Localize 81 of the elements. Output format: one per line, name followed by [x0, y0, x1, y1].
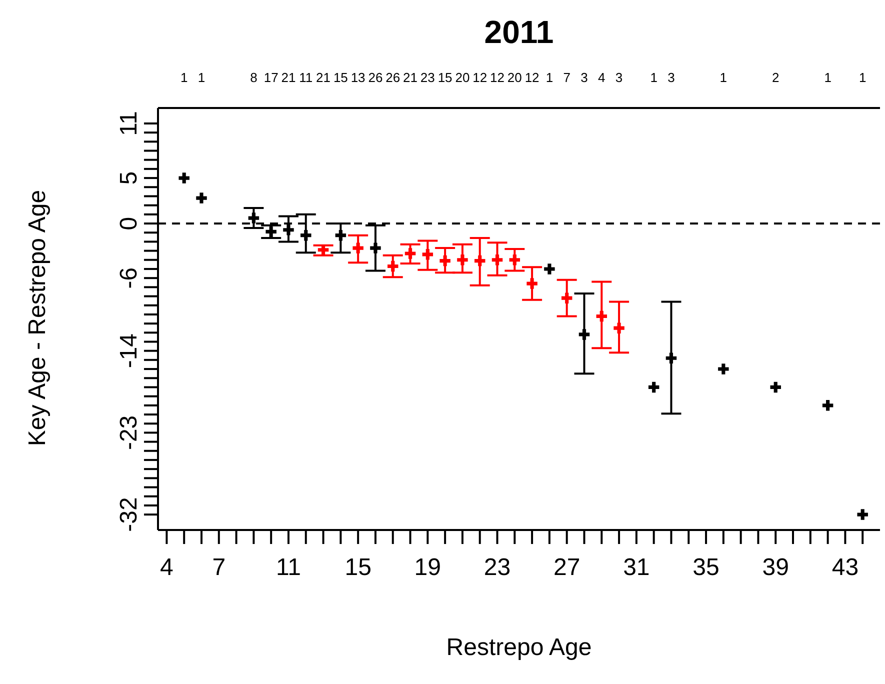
point — [509, 254, 520, 266]
y-axis-title: Key Age - Restrepo Age — [24, 188, 52, 448]
x-tick-label: 23 — [484, 554, 511, 582]
point — [422, 249, 434, 260]
point — [648, 382, 660, 393]
text: 8 — [250, 70, 258, 85]
text: 1 — [720, 70, 728, 85]
point — [388, 260, 398, 272]
text: 1 — [824, 70, 832, 85]
point — [614, 322, 624, 334]
text: 21 — [403, 70, 418, 85]
text: 7 — [563, 70, 570, 85]
x-axis-title: Restrepo Age — [445, 634, 593, 662]
point — [352, 242, 364, 254]
text: 20 — [507, 70, 522, 85]
y-tick-label: 0 — [115, 216, 142, 230]
point — [283, 224, 294, 236]
x-tick-label: 39 — [762, 554, 789, 582]
x-tick-label: 43 — [832, 554, 859, 582]
point — [857, 509, 868, 520]
text: 13 — [350, 70, 366, 85]
x-tick-label: 27 — [553, 554, 580, 582]
x-tick-label: 19 — [414, 554, 442, 582]
point — [544, 264, 555, 274]
point — [492, 254, 503, 266]
point — [770, 382, 781, 393]
text: 2 — [772, 70, 780, 85]
text: 11 — [299, 70, 313, 85]
text: 12 — [524, 70, 540, 85]
chart-title: 2011 — [483, 14, 555, 51]
text: 23 — [420, 70, 435, 85]
text: 3 — [615, 70, 623, 85]
y-tick-label: -23 — [115, 415, 142, 450]
point — [318, 244, 329, 256]
y-tick-label: 11 — [115, 111, 142, 136]
x-tick-label: 15 — [344, 554, 372, 582]
y-tick-label: -14 — [115, 333, 142, 368]
text: 1 — [180, 70, 188, 85]
point — [457, 254, 468, 266]
text: 15 — [333, 70, 348, 85]
text: 1 — [546, 70, 554, 85]
text: 3 — [580, 70, 588, 85]
y-tick-label: -6 — [115, 267, 142, 289]
text: 21 — [316, 70, 331, 85]
text: 17 — [264, 70, 278, 85]
text: 1 — [198, 70, 206, 85]
point — [578, 329, 590, 340]
x-tick-label: 7 — [212, 554, 226, 582]
y-tick-label: -32 — [115, 497, 142, 532]
point — [596, 310, 608, 322]
point — [822, 400, 834, 411]
text: 12 — [472, 70, 488, 85]
point — [300, 230, 312, 241]
point — [266, 226, 276, 238]
point — [196, 192, 207, 204]
text: 4 — [598, 70, 606, 85]
point — [666, 352, 677, 364]
text: 26 — [386, 70, 400, 85]
point — [178, 172, 190, 184]
x-tick-label: 35 — [692, 554, 720, 582]
point — [440, 255, 450, 266]
point — [370, 242, 381, 254]
point — [526, 278, 538, 289]
point — [718, 364, 729, 374]
point — [248, 212, 260, 224]
point — [404, 248, 416, 259]
y-tick-label: 5 — [115, 171, 142, 185]
point — [474, 255, 486, 266]
x-tick-label: 4 — [160, 554, 174, 582]
text: 21 — [281, 70, 296, 85]
text: 1 — [858, 70, 866, 85]
text: 12 — [490, 70, 504, 85]
text: 20 — [455, 70, 470, 85]
text: 3 — [668, 70, 675, 85]
x-tick-label: 11 — [276, 554, 301, 582]
point — [335, 230, 346, 241]
x-tick-label: 31 — [623, 554, 650, 582]
text: 1 — [650, 70, 658, 85]
text: 26 — [368, 70, 383, 85]
point — [561, 292, 572, 304]
text: 15 — [438, 70, 452, 85]
